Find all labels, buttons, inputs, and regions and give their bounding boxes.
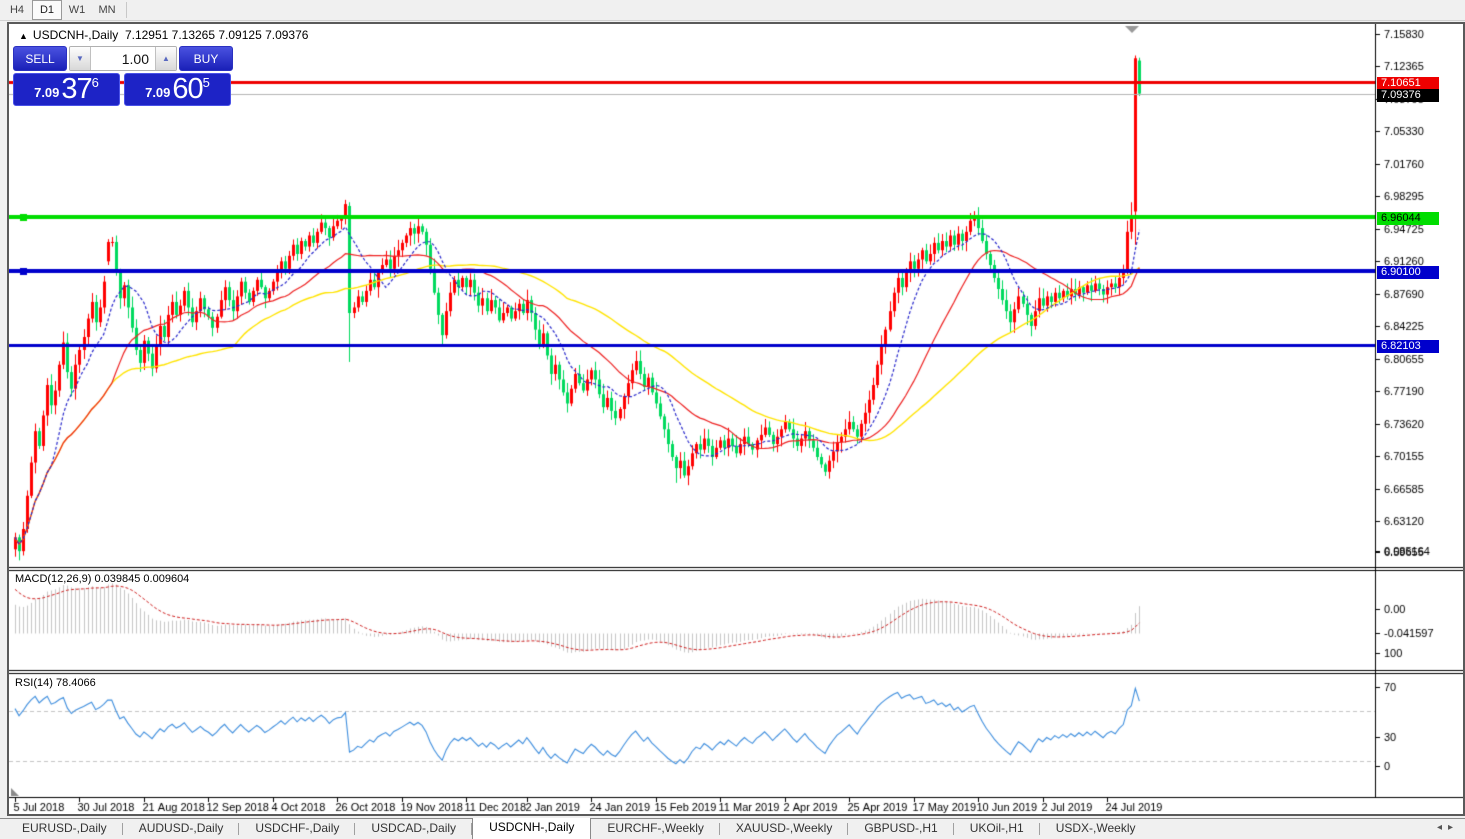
level-price-tag: 6.90100 xyxy=(1377,266,1439,279)
toolbar-separator xyxy=(126,2,127,18)
level-price-tag: 6.96044 xyxy=(1377,212,1439,225)
rsi-indicator-label: RSI(14) 78.4066 xyxy=(15,677,96,689)
symbol-tab[interactable]: XAUUSD-,Weekly xyxy=(720,819,849,839)
buy-price-pipette: 5 xyxy=(202,75,210,90)
symbol-tab[interactable]: USDCHF-,Daily xyxy=(239,819,356,839)
buy-price-big: 60 xyxy=(172,73,203,105)
sell-price-prefix: 7.09 xyxy=(34,85,60,100)
sell-price-big: 37 xyxy=(61,73,92,105)
symbol-tab-active[interactable]: USDCNH-,Daily xyxy=(472,818,592,839)
macd-values: 0.039845 0.009604 xyxy=(94,573,190,585)
symbol-tab[interactable]: USDCAD-,Daily xyxy=(355,819,472,839)
sell-quote-box[interactable]: 7.09 37 6 xyxy=(13,73,120,106)
level-price-tag: 7.10651 xyxy=(1377,77,1439,90)
current-price-tag: 7.09376 xyxy=(1377,89,1439,102)
timeframe-button-mn[interactable]: MN xyxy=(98,4,116,16)
buy-price-prefix: 7.09 xyxy=(145,85,171,100)
timeframe-button-h4[interactable]: H4 xyxy=(9,4,25,16)
volume-input[interactable] xyxy=(91,47,155,70)
timeframe-button-w1[interactable]: W1 xyxy=(68,4,86,16)
symbol-tab[interactable]: UKOil-,H1 xyxy=(954,819,1040,839)
buy-button[interactable]: BUY xyxy=(179,46,233,71)
volume-increase-icon[interactable]: ▲ xyxy=(155,47,176,70)
collapse-chart-icon[interactable]: ▲ xyxy=(19,31,28,41)
tab-scroll-right-icon[interactable]: ▸ xyxy=(1447,822,1459,833)
symbol-header: ▲ USDCNH-,Daily 7.12951 7.13265 7.09125 7… xyxy=(19,28,308,42)
tab-scroll-left-icon[interactable]: ◂ xyxy=(1436,822,1448,833)
price-chart-canvas[interactable] xyxy=(9,24,1463,814)
tab-scroll-arrows: ◂▸ xyxy=(1437,822,1459,833)
symbol-tab-bar: EURUSD-,Daily AUDUSD-,Daily USDCHF-,Daily U… xyxy=(0,818,1465,839)
volume-group: ▼ ▲ xyxy=(69,46,177,71)
sell-price-pipette: 6 xyxy=(91,75,99,90)
macd-indicator-label: MACD(12,26,9) 0.039845 0.009604 xyxy=(15,573,190,585)
symbol-tab[interactable]: USDX-,Weekly xyxy=(1055,821,1136,835)
timeframe-toolbar: H4 D1 W1 MN xyxy=(0,0,1465,21)
symbol-tab[interactable]: EURUSD-,Daily xyxy=(6,819,123,839)
chart-window: ▲ USDCNH-,Daily 7.12951 7.13265 7.09125 7… xyxy=(7,22,1465,816)
symbol-tab[interactable]: GBPUSD-,H1 xyxy=(848,819,955,839)
symbol-tab[interactable]: AUDUSD-,Daily xyxy=(123,819,240,839)
one-click-trade-panel: SELL ▼ ▲ BUY 7.09 37 6 7.09 60 5 xyxy=(13,46,233,106)
sell-button[interactable]: SELL xyxy=(13,46,67,71)
rsi-value: 78.4066 xyxy=(55,677,96,689)
symbol-tab[interactable]: EURCHF-,Weekly xyxy=(591,819,721,839)
symbol-ohlc-values: 7.12951 7.13265 7.09125 7.09376 xyxy=(124,28,309,42)
symbol-title: USDCNH-,Daily xyxy=(32,28,119,42)
volume-decrease-icon[interactable]: ▼ xyxy=(70,47,91,70)
level-price-tag: 6.82103 xyxy=(1377,340,1439,353)
buy-quote-box[interactable]: 7.09 60 5 xyxy=(124,73,231,106)
timeframe-button-d1[interactable]: D1 xyxy=(32,0,62,20)
